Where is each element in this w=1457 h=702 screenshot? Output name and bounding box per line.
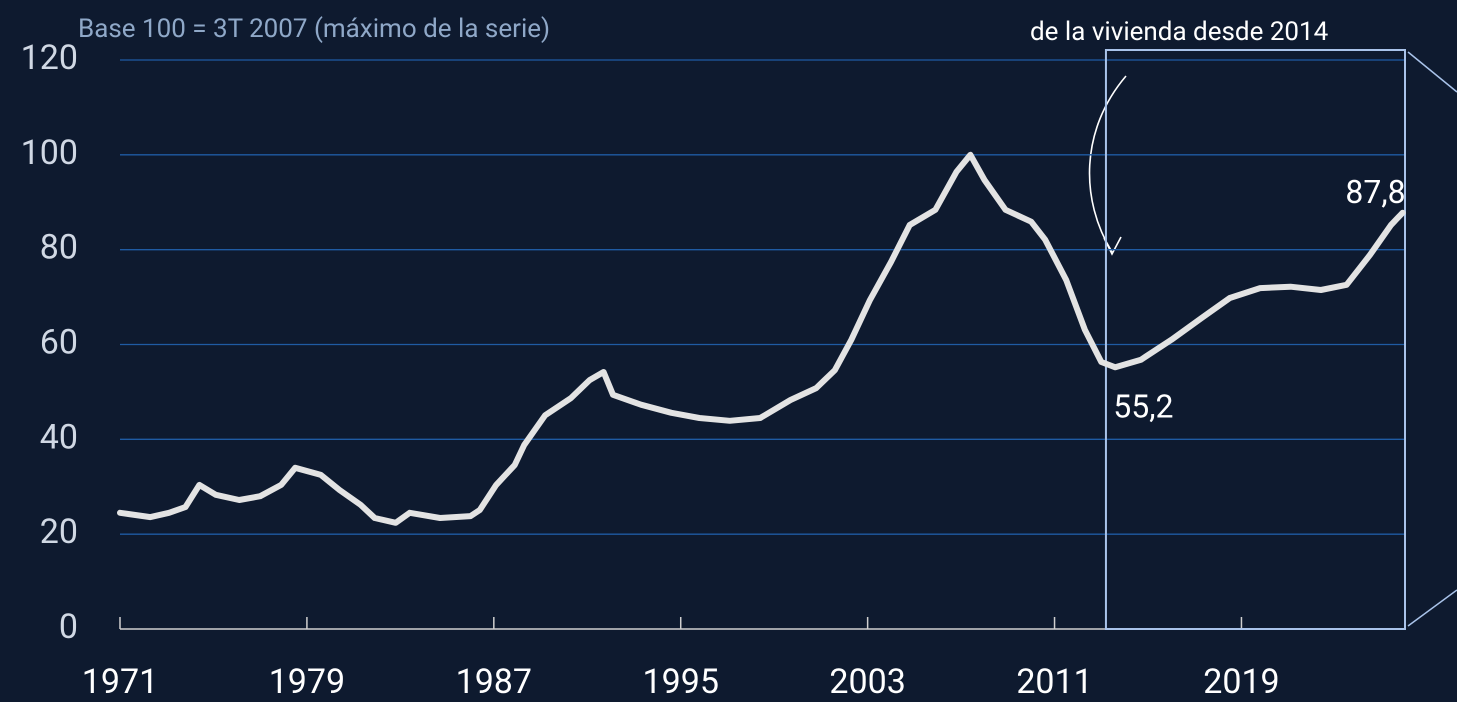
line-series — [117, 151, 1406, 526]
x-tick-label: 2019 — [1203, 662, 1279, 702]
y-tick-label: 100 — [21, 133, 78, 173]
x-tick-label: 1995 — [643, 662, 719, 702]
y-tick-label: 40 — [40, 417, 78, 457]
annotation-arrow — [1088, 75, 1127, 253]
y-tick-label: 20 — [40, 512, 78, 552]
data-label: 87,8 — [1345, 173, 1405, 211]
y-tick-label: 120 — [21, 38, 78, 78]
highlight-box — [1104, 49, 1406, 630]
x-tick-label: 1987 — [456, 662, 532, 702]
x-tick-label: 1979 — [269, 662, 345, 702]
x-tick-label: 1971 — [82, 662, 158, 702]
y-tick-label: 80 — [40, 228, 78, 268]
chart-subtitle: Base 100 = 3T 2007 (máximo de la serie) — [78, 14, 550, 44]
annotation-text: de la vivienda desde 2014 — [1030, 17, 1329, 47]
data-label: 55,2 — [1113, 388, 1173, 426]
connector-line — [1407, 589, 1457, 627]
connector-line — [1407, 51, 1457, 93]
x-tick-label: 2003 — [829, 662, 905, 702]
y-tick-label: 60 — [40, 322, 78, 362]
x-tick-label: 2011 — [1016, 662, 1092, 702]
y-tick-label: 0 — [59, 607, 78, 647]
